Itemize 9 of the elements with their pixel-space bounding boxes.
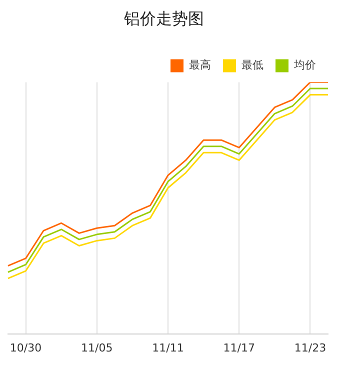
- legend-label: 最高: [189, 58, 211, 72]
- x-tick-label: 10/30: [10, 341, 42, 354]
- x-tick-label: 11/05: [81, 341, 113, 354]
- x-tick-label: 11/11: [152, 341, 184, 354]
- legend-label: 均价: [293, 58, 316, 72]
- x-tick-label: 11/23: [294, 341, 326, 354]
- chart-title: 铝价走势图: [123, 8, 204, 28]
- x-tick-label: 11/17: [223, 341, 255, 354]
- legend-label: 最低: [242, 58, 264, 72]
